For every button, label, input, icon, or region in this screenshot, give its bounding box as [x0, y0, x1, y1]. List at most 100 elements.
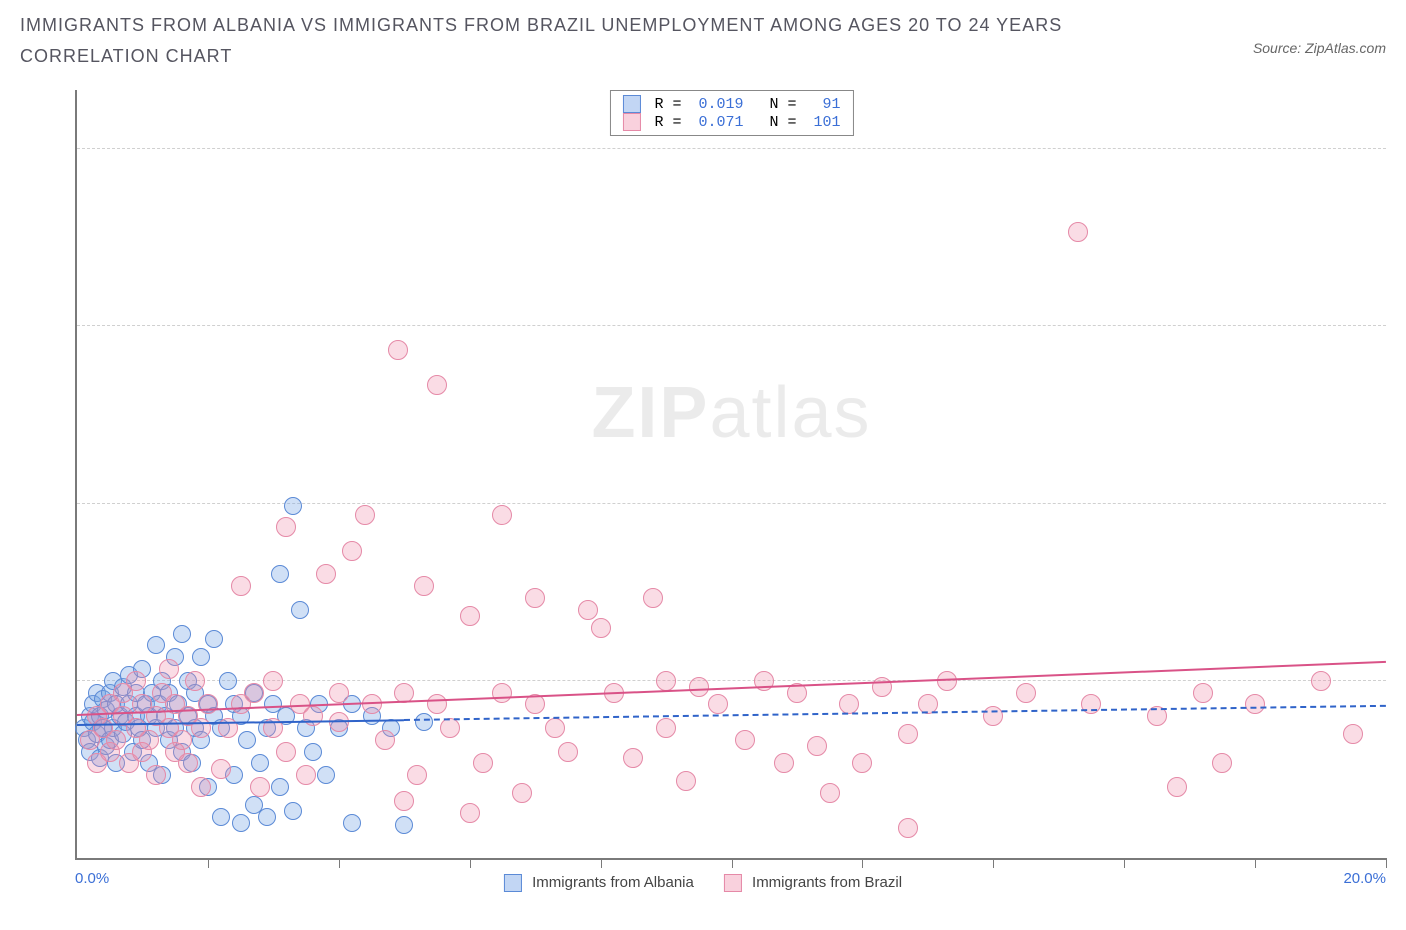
data-point [296, 765, 316, 785]
x-tick [470, 858, 471, 868]
data-point [1311, 671, 1331, 691]
source-attribution: Source: ZipAtlas.com [1253, 40, 1386, 56]
data-point [245, 796, 263, 814]
data-point [898, 818, 918, 838]
data-point [186, 684, 204, 702]
data-point [578, 600, 598, 620]
data-point [363, 707, 381, 725]
gridline [77, 148, 1386, 149]
data-point [656, 671, 676, 691]
x-tick [1255, 858, 1256, 868]
data-point [263, 671, 283, 691]
data-point [225, 695, 243, 713]
data-point [251, 754, 269, 772]
data-point [231, 694, 251, 714]
data-point [362, 694, 382, 714]
data-point [342, 541, 362, 561]
data-point [219, 672, 237, 690]
data-point [84, 713, 102, 731]
data-point [276, 742, 296, 762]
data-point [81, 743, 99, 761]
swatch-brazil-icon [622, 113, 640, 131]
data-point [820, 783, 840, 803]
data-point [388, 340, 408, 360]
data-point [183, 754, 201, 772]
data-point [1193, 683, 1213, 703]
data-point [107, 695, 125, 713]
x-max-label: 20.0% [1343, 870, 1386, 887]
data-point [676, 771, 696, 791]
data-point [113, 683, 133, 703]
data-point [1016, 683, 1036, 703]
chart-container: Unemployment Among Ages 20 to 24 years Z… [20, 90, 1386, 900]
data-point [460, 606, 480, 626]
data-point [258, 808, 276, 826]
trend-line [77, 719, 404, 726]
data-point [212, 808, 230, 826]
data-point [147, 719, 165, 737]
data-point [245, 684, 263, 702]
data-point [160, 684, 178, 702]
data-point [80, 730, 100, 750]
data-point [291, 601, 309, 619]
data-point [130, 719, 148, 737]
plot-area: ZIPatlas R = 0.019 N = 91 R = 0.071 N = … [75, 90, 1386, 860]
data-point [839, 694, 859, 714]
x-tick [1386, 858, 1387, 868]
data-point [100, 742, 120, 762]
data-point [75, 719, 93, 737]
data-point [179, 672, 197, 690]
y-tick-label: 30.0% [1391, 480, 1406, 496]
data-point [355, 505, 375, 525]
data-point [159, 659, 179, 679]
x-tick [1124, 858, 1125, 868]
data-point [146, 765, 166, 785]
data-point [211, 759, 231, 779]
data-point [97, 701, 115, 719]
data-point [512, 783, 532, 803]
data-point [1343, 724, 1363, 744]
series-legend: Immigrants from Albania Immigrants from … [504, 874, 902, 892]
data-point [166, 648, 184, 666]
data-point [774, 753, 794, 773]
data-point [303, 706, 323, 726]
data-point [284, 802, 302, 820]
x-tick [601, 858, 602, 868]
data-point [492, 505, 512, 525]
y-tick-label: 60.0% [1391, 125, 1406, 141]
data-point [173, 743, 191, 761]
data-point [87, 753, 107, 773]
data-point [198, 694, 218, 714]
data-point [185, 671, 205, 691]
data-point [276, 517, 296, 537]
data-point [133, 660, 151, 678]
data-point [178, 753, 198, 773]
data-point [93, 718, 113, 738]
data-point [231, 576, 251, 596]
data-point [101, 684, 119, 702]
data-point [225, 766, 243, 784]
data-point [271, 565, 289, 583]
data-point [1068, 222, 1088, 242]
data-point [382, 719, 400, 737]
data-point [119, 753, 139, 773]
swatch-brazil-icon [724, 874, 742, 892]
data-point [114, 725, 132, 743]
data-point [97, 737, 115, 755]
chart-title: IMMIGRANTS FROM ALBANIA VS IMMIGRANTS FR… [20, 10, 1206, 71]
data-point [191, 718, 211, 738]
gridline [77, 503, 1386, 504]
data-point [591, 618, 611, 638]
gridline [77, 680, 1386, 681]
data-point [317, 766, 335, 784]
data-point [1212, 753, 1232, 773]
x-tick [339, 858, 340, 868]
data-point [106, 730, 126, 750]
data-point [244, 683, 264, 703]
data-point [147, 636, 165, 654]
data-point [735, 730, 755, 750]
data-point [152, 683, 172, 703]
legend-row-brazil: R = 0.071 N = 101 [622, 113, 840, 131]
data-point [232, 814, 250, 832]
data-point [415, 713, 433, 731]
